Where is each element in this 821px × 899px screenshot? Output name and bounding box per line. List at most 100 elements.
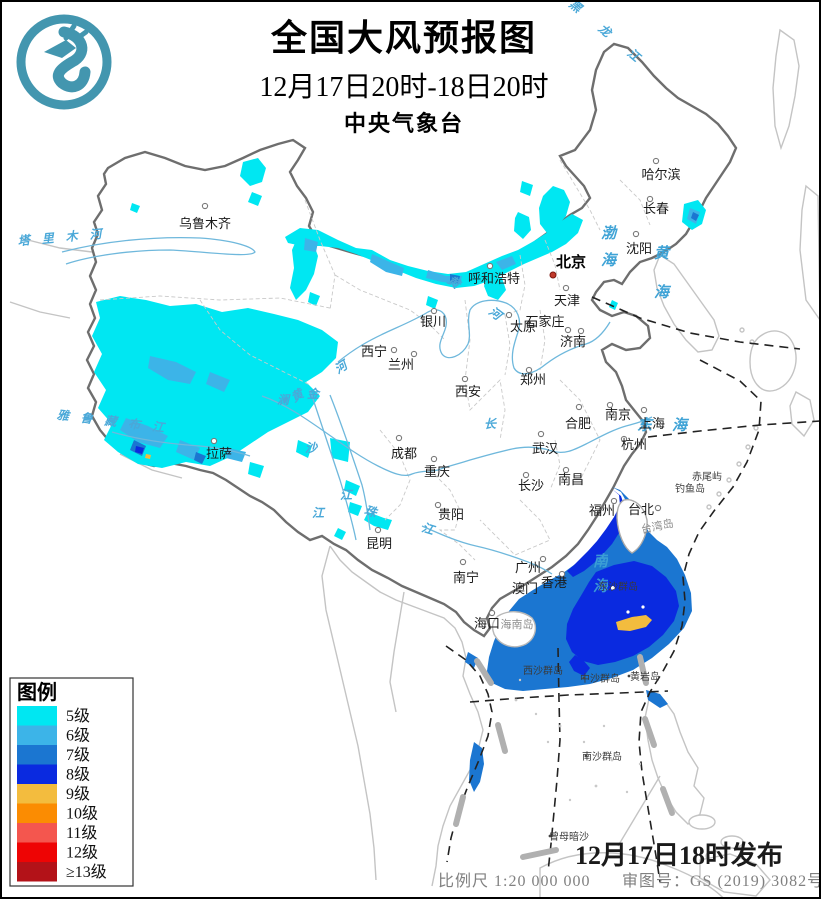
label-sha-char: 沙 [305,441,319,455]
city-label-wulumuqi: 乌鲁木齐 [179,216,231,231]
city-marker-jinan [577,327,585,335]
city-label-nanning: 南宁 [453,570,479,585]
city-marker-haerbin [652,157,660,165]
wind-area-8-strait [567,489,625,577]
legend: 图例 5级 6级 7级 8级 9级 10级 11级 12级 ≥13级 [9,677,134,887]
yellow-river [337,299,611,375]
footer: 12月17日18时发布 比例尺 1:20 000 000 审图号：GS (201… [438,840,821,890]
legend-label-12: 12级 [66,844,98,862]
legend-label-13: ≥13级 [66,863,107,881]
tarim-river [61,236,256,265]
label-jiang-char-b: 江 [312,506,326,520]
wind-area-9-patch [616,615,652,631]
island-labels: 台湾岛 钓鱼岛 赤尾屿 东沙群岛 海南岛 西沙群岛 中沙群岛 黄岩岛 南沙群岛 … [501,471,723,843]
city-label-haerbin: 哈尔滨 [641,167,680,182]
zhongsha-dot [582,676,586,680]
map-title: 全国大风预报图 [270,17,537,58]
legend-label-11: 11级 [66,824,97,842]
label-dongsha: 东沙群岛 [598,580,638,593]
hainan-island [491,611,537,648]
label-zhongsha: 中沙群岛 [580,672,620,685]
label-hainan: 海南岛 [501,617,534,631]
title-block: 全国大风预报图 12月17日20时-18日20时 中央气象台 [259,17,548,136]
city-marker-changsha [522,471,530,479]
city-marker-guiyang [434,501,442,509]
city-label-kunming: 昆明 [366,536,392,551]
legend-swatch-9 [17,784,57,804]
yangtze-river [261,395,653,477]
legend-swatch-13 [17,862,57,882]
logo-dragon-body [52,26,91,93]
map-scale: 比例尺 1:20 000 000 [438,872,590,890]
city-marker-tianjin [562,284,570,292]
city-marker-chengdu [395,434,403,442]
legend-title: 图例 [17,680,57,704]
yarlung-river [111,431,251,457]
city-marker-taiyuan [505,311,513,319]
city-label-lanzhou: 兰州 [388,357,414,372]
city-marker-huhehaote [486,262,494,270]
city-label-yinchuan: 银川 [420,314,446,329]
ten-dash-line [453,654,675,860]
legend-swatch-10 [17,803,57,823]
wind-area-5 [285,214,583,288]
city-labels: 乌鲁木齐 哈尔滨 长春 沈阳 北京 天津 石家庄 济南 太原 呼和浩特 银川 西… [179,157,681,631]
city-label-shijiazhuang: 石家庄 [525,314,564,329]
province-boundaries [99,159,651,561]
legend-swatch-8 [17,764,57,784]
legend-label-9: 9级 [66,785,90,803]
city-label-hangzhou: 杭州 [621,437,647,452]
foreign-coastlines [9,28,821,899]
label-nansha: 南沙群岛 [582,750,622,763]
city-label-beijing: 北京 [556,253,586,271]
city-label-wuhan: 武汉 [532,441,558,456]
pearl-river [421,525,553,575]
city-marker-changchun [646,195,654,203]
city-label-taibei: 台北 [628,502,654,517]
city-label-jinan: 济南 [560,334,586,349]
logo-ring [16,14,112,110]
nansha-dot [584,754,588,758]
label-jiang-char-a: 江 [340,488,354,502]
city-marker-nanchang [562,466,570,474]
label-zengmu: 曾母暗沙 [549,830,589,843]
legend-swatch-7 [17,745,57,765]
jinsha-river [309,389,357,541]
city-marker-zhengzhou [525,366,533,374]
legend-label-10: 10级 [66,805,98,823]
city-marker-shijiazhuang [564,326,572,334]
city-marker-haikou [488,609,496,617]
city-label-fuzhou: 福州 [589,503,615,518]
city-marker-chongqing [430,455,438,463]
city-marker-nanjing [606,401,614,409]
wind-area-8-blob [566,561,679,665]
city-label-guiyang: 贵阳 [438,507,464,522]
huangyan-dot [627,674,631,678]
label-jinsha-char: 金 [307,387,321,401]
city-label-hefei: 合肥 [565,416,591,431]
wind-area-6 [304,238,318,252]
city-marker-xian [461,375,469,383]
city-marker-xianggang [558,570,566,578]
lancang-river [329,394,371,531]
city-label-huhehaote: 呼和浩特 [468,271,520,286]
label-changjiang-char: 长 [484,417,497,431]
city-label-nanjing: 南京 [605,407,631,422]
label-diaoyu: 钓鱼岛 [675,482,705,495]
label-xisha: 西沙群岛 [523,664,563,677]
city-marker-shenyang [632,230,640,238]
city-label-lasa: 拉萨 [206,446,232,461]
city-marker-yinchuan [430,307,438,315]
city-label-aomen: 澳门 [512,581,538,596]
island-specks [514,678,642,802]
label-huangyan: 黄岩岛 [630,670,660,683]
city-marker-taibei [654,504,662,512]
legend-swatch-6 [17,725,57,745]
city-label-shanghai: 上海 [639,416,665,431]
city-label-changchun: 长春 [643,201,669,216]
legend-swatch-11 [17,823,57,843]
taiwan-island [616,499,648,554]
